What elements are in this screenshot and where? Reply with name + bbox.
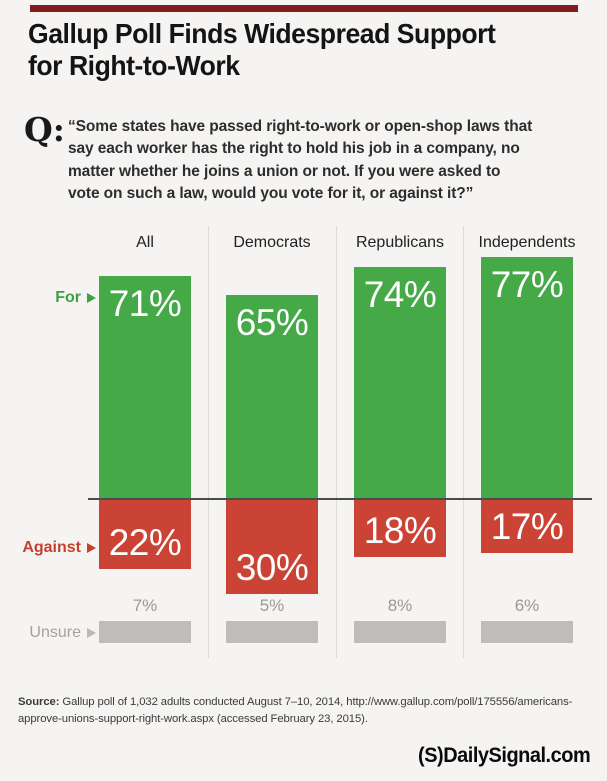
source-text: Gallup poll of 1,032 adults conducted Au… xyxy=(18,696,573,725)
logo-text: DailySignal.com xyxy=(443,744,590,767)
row-label-for: For xyxy=(55,289,96,307)
top-accent-bar xyxy=(30,5,578,12)
arrow-right-icon xyxy=(87,293,96,303)
question-text: “Some states have passed right-to-work o… xyxy=(68,118,533,203)
for-label: For xyxy=(55,289,81,306)
bar-value-label: 30% xyxy=(235,547,309,588)
unsure-value-label: 7% xyxy=(132,596,158,615)
column-divider xyxy=(336,226,337,658)
bar-for: 74% xyxy=(354,267,446,499)
column-divider xyxy=(463,226,464,658)
bar-value-label: 65% xyxy=(235,302,309,343)
axis-baseline xyxy=(88,498,592,500)
bar-value-label: 18% xyxy=(363,510,437,551)
logo-mark: (S) xyxy=(417,744,444,767)
bar-unsure xyxy=(354,621,446,643)
unsure-value-label: 5% xyxy=(259,596,285,615)
bar-value-label: 74% xyxy=(363,274,437,315)
bar-for: 71% xyxy=(99,276,191,499)
bar-against: 30% xyxy=(226,500,318,594)
column-header: Republicans xyxy=(355,234,445,251)
column-header: Independents xyxy=(478,234,576,251)
column-header: All xyxy=(136,234,154,251)
bar-value-label: 77% xyxy=(490,264,564,305)
source-note: Source: Gallup poll of 1,032 adults cond… xyxy=(18,694,596,728)
column-divider xyxy=(208,226,209,658)
daily-signal-logo: (S)DailySignal.com xyxy=(417,744,591,768)
bar-against: 17% xyxy=(481,500,573,553)
source-label: Source: xyxy=(18,696,60,708)
bar-against: 18% xyxy=(354,500,446,557)
question-label: Q: xyxy=(24,110,65,149)
bar-value-label: 22% xyxy=(108,522,182,563)
page-title: Gallup Poll Finds Widespread Support for… xyxy=(28,18,496,81)
bar-unsure xyxy=(481,621,573,643)
arrow-right-icon xyxy=(87,543,96,553)
arrow-right-icon xyxy=(87,628,96,638)
bar-for: 77% xyxy=(481,257,573,499)
against-label: Against xyxy=(22,539,81,556)
bar-unsure xyxy=(226,621,318,643)
bar-value-label: 17% xyxy=(490,506,564,547)
bar-for: 65% xyxy=(226,295,318,499)
row-label-against: Against xyxy=(22,539,96,557)
column-header: Democrats xyxy=(233,234,311,251)
unsure-label: Unsure xyxy=(29,624,81,641)
bar-value-label: 71% xyxy=(108,283,182,324)
bar-against: 22% xyxy=(99,500,191,569)
unsure-value-label: 6% xyxy=(514,596,540,615)
unsure-value-label: 8% xyxy=(387,596,413,615)
row-label-unsure: Unsure xyxy=(29,624,96,642)
bar-unsure xyxy=(99,621,191,643)
